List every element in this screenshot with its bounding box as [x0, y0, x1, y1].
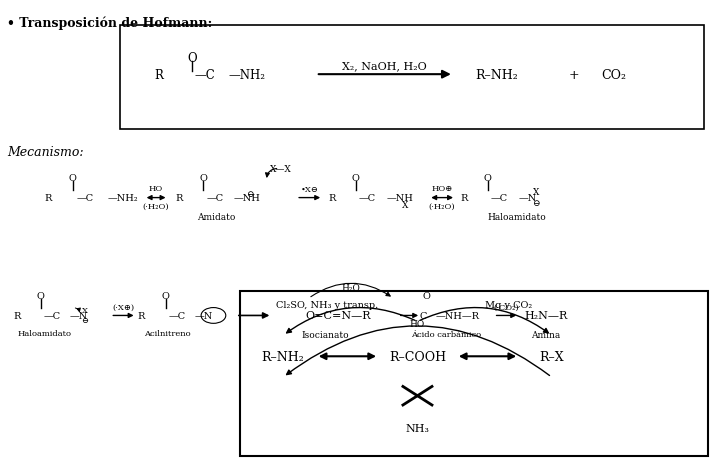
Text: Haloamidato: Haloamidato [18, 329, 72, 338]
Text: —NH₂: —NH₂ [107, 194, 138, 203]
Text: NH₃: NH₃ [405, 423, 430, 433]
Text: R: R [176, 194, 183, 203]
Text: R: R [460, 194, 468, 203]
Text: O: O [37, 292, 44, 301]
Text: —N: —N [70, 311, 88, 320]
Text: X—X: X—X [270, 164, 292, 174]
Text: Mecanismo:: Mecanismo: [7, 146, 84, 159]
Text: —C: —C [359, 194, 376, 203]
Text: R–COOH: R–COOH [389, 350, 446, 363]
Text: +: + [568, 69, 579, 81]
Text: (·H₂O): (·H₂O) [429, 202, 455, 210]
Text: HO: HO [149, 185, 163, 193]
Text: Amidato: Amidato [197, 212, 235, 221]
Text: • Transposición de Hofmann:: • Transposición de Hofmann: [7, 16, 213, 30]
Text: —NH: —NH [234, 194, 261, 203]
Text: —C: —C [168, 311, 186, 320]
Text: —C: —C [491, 194, 508, 203]
Text: —C: —C [206, 194, 224, 203]
Text: X₂, NaOH, H₂O: X₂, NaOH, H₂O [343, 61, 427, 71]
Text: ⊖: ⊖ [81, 316, 89, 325]
Text: CO₂: CO₂ [601, 69, 626, 81]
Text: R: R [45, 194, 52, 203]
Text: R–NH₂: R–NH₂ [476, 69, 518, 81]
Text: R: R [155, 69, 163, 81]
FancyBboxPatch shape [120, 25, 704, 130]
Text: R: R [138, 311, 145, 320]
Text: Ácido carbámico: Ácido carbámico [412, 330, 481, 338]
Text: ⊖: ⊖ [532, 198, 539, 207]
Text: —N: —N [518, 194, 537, 203]
Text: O: O [352, 174, 359, 183]
FancyBboxPatch shape [240, 292, 708, 456]
Text: O: O [200, 174, 207, 183]
Text: (·CO₂): (·CO₂) [493, 303, 519, 312]
Text: X: X [533, 188, 539, 197]
Text: X: X [82, 306, 88, 314]
Text: R: R [13, 311, 20, 320]
Text: (·H₂O): (·H₂O) [143, 202, 169, 210]
Text: •X⊖: •X⊖ [301, 186, 318, 194]
Text: Haloamidato: Haloamidato [488, 212, 546, 221]
Text: ⊖: ⊖ [246, 190, 253, 199]
Text: —NH: —NH [386, 194, 413, 203]
Text: Cl₂SO, NH₃ y transp.: Cl₂SO, NH₃ y transp. [276, 300, 378, 309]
Text: X: X [401, 200, 408, 209]
Text: —NH—R: —NH—R [436, 311, 480, 320]
Text: O: O [423, 292, 431, 301]
Text: O: O [484, 174, 492, 183]
Text: R–X: R–X [539, 350, 564, 363]
Text: —C: —C [44, 311, 61, 320]
Text: HO⊕: HO⊕ [431, 185, 453, 193]
Text: O: O [187, 51, 197, 64]
Text: C: C [420, 311, 427, 320]
Text: O=C=N—R: O=C=N—R [305, 311, 370, 321]
Text: O: O [69, 174, 76, 183]
Text: Mg y CO₂: Mg y CO₂ [485, 300, 531, 309]
Text: HO: HO [409, 319, 425, 329]
Text: H₂N—R: H₂N—R [524, 311, 568, 321]
Text: —NH₂: —NH₂ [229, 69, 266, 81]
Text: Acilnitreno: Acilnitreno [144, 329, 190, 338]
Text: H₂O: H₂O [341, 283, 360, 293]
Text: (·X⊕): (·X⊕) [113, 303, 134, 312]
Text: R: R [328, 194, 335, 203]
Text: —C: —C [195, 69, 216, 81]
Text: —N: —N [195, 311, 213, 320]
Text: —C: —C [76, 194, 94, 203]
Text: Amina: Amina [531, 330, 560, 339]
Text: Isocianato: Isocianato [301, 330, 349, 339]
Text: O: O [162, 292, 169, 301]
Text: R–NH₂: R–NH₂ [262, 350, 304, 363]
